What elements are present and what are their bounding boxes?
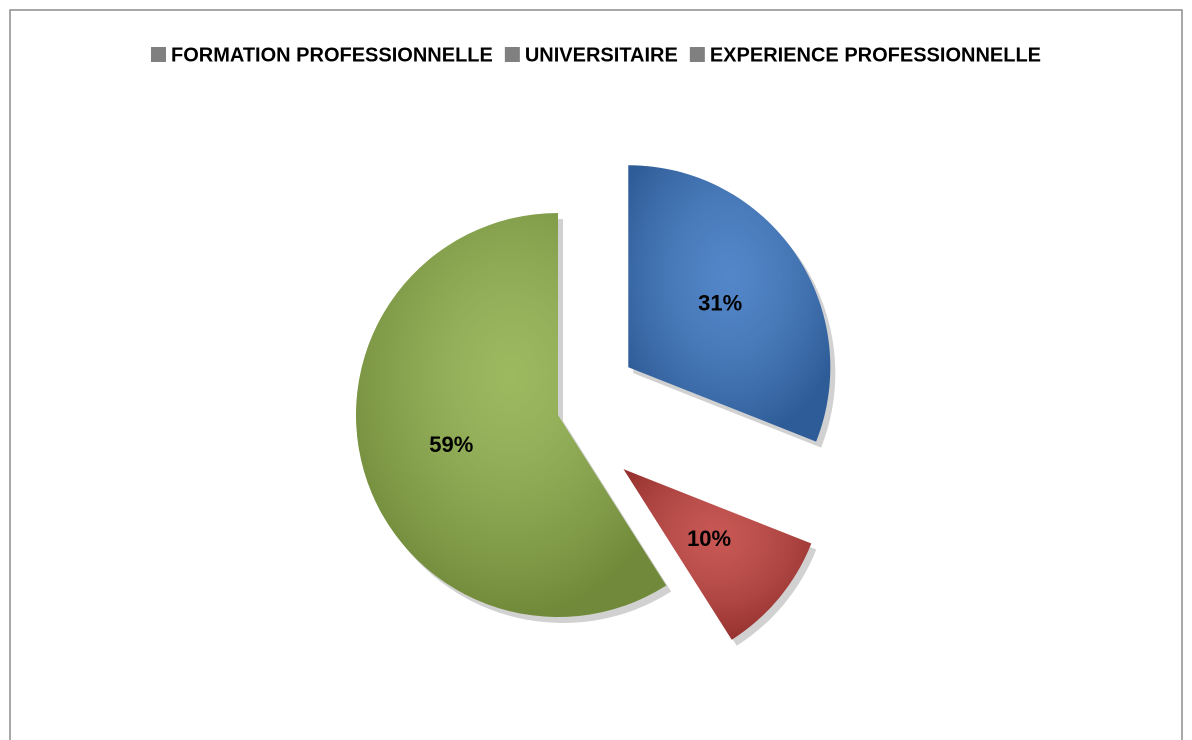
data-label: 10% — [687, 526, 731, 551]
chart-frame — [9, 9, 1183, 740]
legend-swatch — [504, 47, 520, 62]
legend-swatch — [150, 47, 166, 62]
legend-label: EXPERIENCE PROFESSIONNELLE — [710, 44, 1041, 66]
legend-swatch — [689, 47, 705, 62]
data-label: 59% — [429, 432, 473, 457]
pie: 31% 10% 59% — [356, 165, 836, 646]
slice-shade — [356, 213, 667, 617]
data-label: 31% — [698, 291, 742, 316]
legend: FORMATION PROFESSIONNELLE UNIVERSITAIRE EX… — [150, 44, 1041, 66]
slice-shade — [628, 165, 831, 442]
legend-label: FORMATION PROFESSIONNELLE — [171, 44, 493, 66]
legend-label: UNIVERSITAIRE — [525, 44, 678, 66]
slice-shade — [623, 469, 812, 640]
